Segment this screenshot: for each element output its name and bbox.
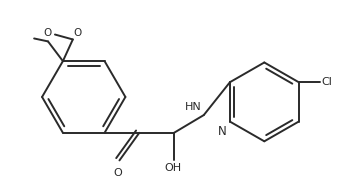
Text: O: O bbox=[113, 168, 122, 178]
Text: O: O bbox=[74, 29, 82, 39]
Text: O: O bbox=[43, 29, 51, 39]
Text: N: N bbox=[218, 125, 227, 138]
Text: HN: HN bbox=[185, 102, 202, 112]
Text: Cl: Cl bbox=[322, 77, 333, 87]
Text: OH: OH bbox=[164, 163, 181, 173]
